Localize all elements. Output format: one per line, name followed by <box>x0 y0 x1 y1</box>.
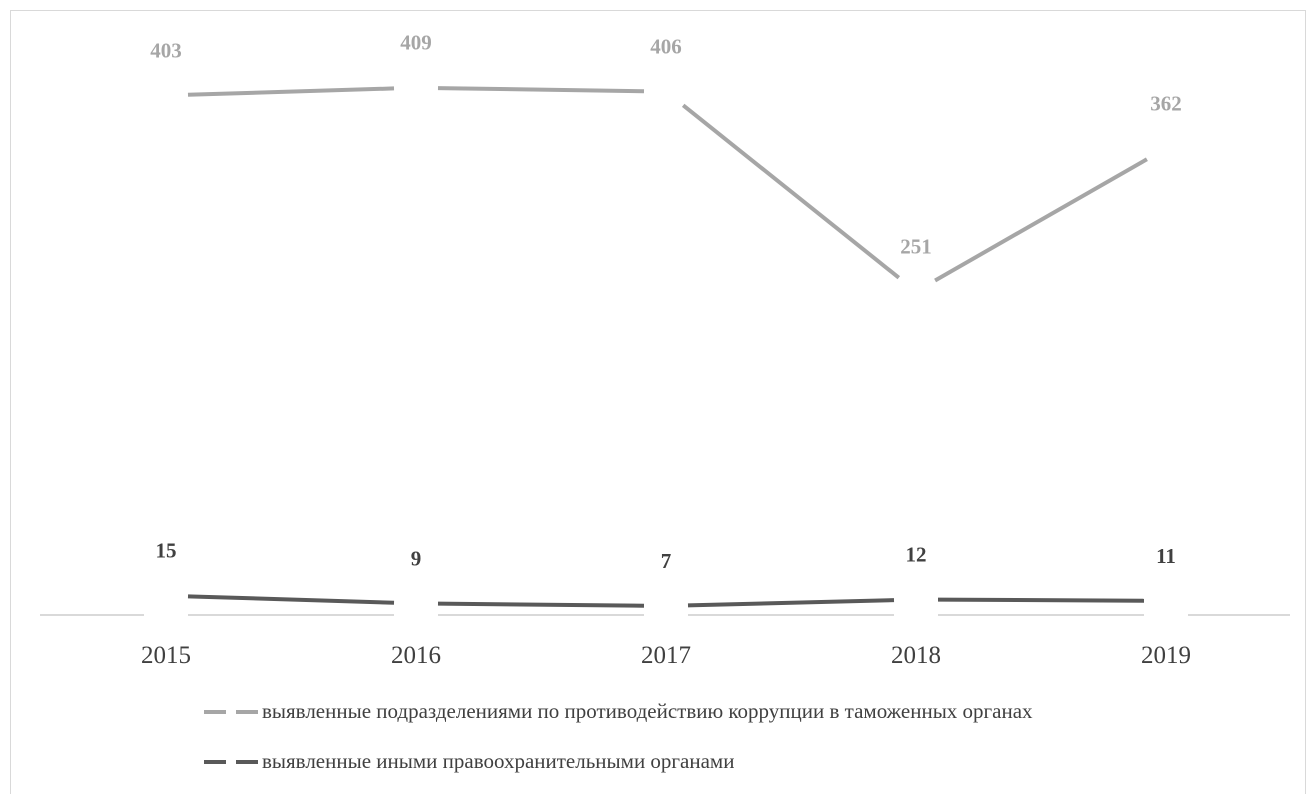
series-2-data-label: 12 <box>906 543 927 567</box>
x-tick-label: 2018 <box>891 642 941 669</box>
series-2-data-label: 15 <box>156 539 177 563</box>
series-2-line-segment <box>437 601 645 608</box>
series-2-data-label: 11 <box>1156 544 1176 568</box>
series-1-data-label: 409 <box>400 31 432 55</box>
chart-frame <box>10 10 1306 794</box>
series-2-data-label: 9 <box>411 546 422 570</box>
series-1-line-segment <box>934 157 1148 283</box>
legend-label-series-1: выявленные подразделениями по противодей… <box>262 699 1033 723</box>
series-1-data-label: 406 <box>650 35 682 59</box>
x-tick-label: 2019 <box>1141 642 1191 669</box>
series-1-data-label: 362 <box>1150 91 1182 115</box>
series-1-data-label: 403 <box>150 38 182 62</box>
x-tick-label: 2016 <box>391 642 441 669</box>
series-1-line-segment <box>187 86 395 97</box>
series-2-data-label: 7 <box>661 549 672 573</box>
series-2-line-segment <box>937 597 1145 603</box>
series-1-line-segment <box>681 103 901 280</box>
series-1-line-segment <box>437 86 645 94</box>
legend-label-series-2: выявленные иными правоохранительными орг… <box>262 749 734 773</box>
series-1-data-label: 251 <box>900 234 932 258</box>
series-2-line-segment <box>687 598 895 608</box>
x-tick-label: 2015 <box>141 642 191 669</box>
series-2-line-segment <box>187 594 395 605</box>
x-tick-label: 2017 <box>641 642 691 669</box>
